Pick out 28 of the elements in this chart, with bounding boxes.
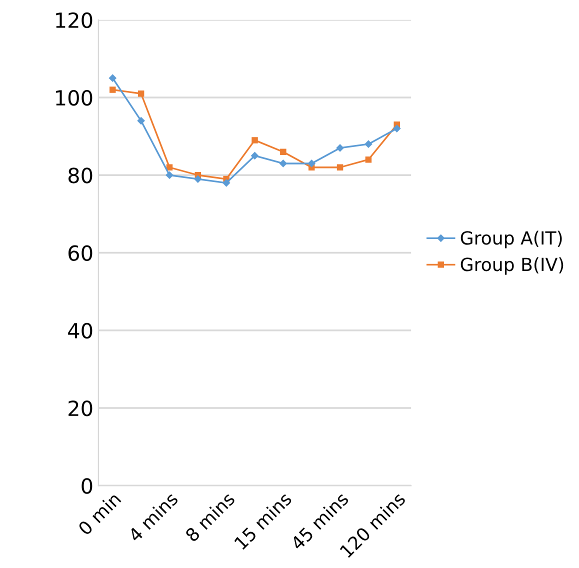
point: [109, 74, 116, 82]
point: [280, 148, 286, 155]
y-tick-label: 120: [56, 12, 92, 28]
x-tick-label: 0 min: [77, 494, 122, 536]
y-tick-label: 0: [82, 478, 92, 494]
point: [252, 137, 258, 144]
point: [166, 171, 174, 179]
point: [166, 164, 173, 170]
point: [308, 160, 316, 168]
point: [138, 90, 144, 97]
point: [364, 140, 372, 148]
legend-label: Group A(IT): [460, 230, 562, 248]
legend-label: Group B(IV): [460, 257, 564, 275]
y-tick-label: 100: [56, 90, 92, 106]
point: [110, 86, 116, 93]
point: [336, 164, 344, 170]
point: [222, 179, 230, 187]
point: [393, 124, 401, 132]
y-tick-label: 80: [68, 168, 92, 184]
point: [365, 156, 372, 163]
point: [251, 152, 258, 160]
y-tick-label: 60: [68, 245, 92, 261]
point: [137, 117, 145, 124]
point: [336, 144, 344, 152]
y-tick-label: 40: [68, 322, 92, 339]
y-tick-label: 20: [68, 400, 92, 416]
point: [194, 175, 202, 183]
point: [280, 160, 287, 168]
